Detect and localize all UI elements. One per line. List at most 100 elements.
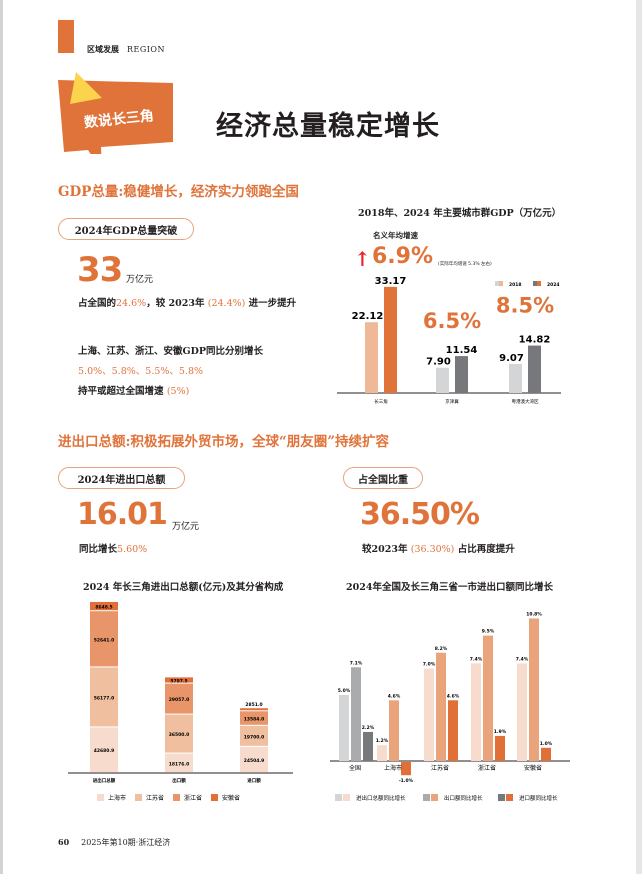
legend-swatch	[211, 794, 218, 801]
value-label: 10.8%	[526, 611, 542, 617]
bar-进口额同比增长	[495, 735, 505, 761]
category-label: 上海市	[384, 764, 402, 772]
page-number: 60	[58, 837, 70, 847]
section-marker	[58, 20, 74, 53]
value-label: 2.2%	[362, 725, 375, 731]
gdp-heading: GDP总量:稳健增长，经济实力领跑全国	[58, 184, 299, 200]
bar-2024	[528, 345, 541, 393]
gdp-growth-values: 5.0%、5.8%、5.5%、5.8%	[78, 366, 204, 377]
legend-swatch	[506, 794, 513, 801]
value-label: 9.5%	[482, 629, 495, 635]
legend-label: 浙江省	[184, 794, 202, 802]
section-en: REGION	[127, 45, 165, 54]
value-label: 29057.0	[169, 697, 190, 703]
up-arrow-icon: ↑	[354, 247, 371, 271]
trade-total-pill: 2024年进出口总额	[58, 467, 185, 489]
trade-composition-chart: 42680.9 56177.0 52641.0 8648.5 进出口总额 18176.0 3…	[68, 601, 293, 802]
category-label: 进口额	[247, 777, 261, 784]
bar-进口额同比增长	[541, 747, 551, 761]
trade-total-value: 16.01	[77, 497, 168, 532]
stack-浙江省	[240, 711, 268, 725]
growth-label: 6.5%	[423, 309, 481, 333]
bar-进出口总额同比增长	[517, 663, 527, 761]
legend-swatch	[498, 794, 505, 801]
trade-total-unit: 万亿元	[172, 522, 200, 532]
legend-swatch	[533, 281, 537, 286]
chart1-annotation-value: 6.9%	[372, 244, 434, 269]
legend-label: 2024	[547, 282, 560, 288]
bar-出口额同比增长	[389, 700, 399, 761]
legend-swatch	[499, 281, 503, 286]
value-label: -1.0%	[399, 778, 414, 784]
stack-上海市	[165, 753, 193, 772]
value-label: 19700.0	[244, 734, 265, 740]
legend-label: 江苏省	[146, 794, 164, 802]
bar-出口额同比增长	[436, 652, 446, 761]
value-label: 4.6%	[447, 693, 460, 699]
gdp-share-text: 占全国的24.6%，较 2023年 (24.4%) 进一步提升	[78, 298, 297, 309]
bar-2018	[365, 322, 378, 393]
category-label: 进出口总额	[93, 777, 116, 784]
page-border-left	[0, 0, 3, 874]
value-label: 7.1%	[350, 660, 363, 666]
value-label: 33.17	[375, 276, 407, 287]
legend-label: 出口额同比增长	[444, 794, 483, 802]
stack-上海市	[90, 727, 118, 772]
stack-安徽省	[90, 601, 118, 611]
section-label: 区域发展 REGION	[87, 44, 165, 55]
stack-安徽省	[240, 708, 268, 711]
value-label: 42680.9	[94, 748, 115, 754]
page-border-right	[636, 0, 642, 874]
gdp-pill: 2024年GDP总量突破	[58, 218, 194, 240]
bar-进口额同比增长	[363, 731, 373, 761]
category-label: 江苏省	[431, 764, 449, 772]
bar-进出口总额同比增长	[424, 668, 434, 761]
value-label: 14.82	[519, 335, 551, 346]
badge-banner: 数说长三角	[58, 72, 173, 154]
value-label: 7.0%	[423, 662, 436, 668]
category-label: 全国	[349, 764, 361, 772]
growth-label: 8.5%	[496, 294, 554, 318]
stack-江苏省	[165, 714, 193, 753]
value-label: 52641.0	[94, 637, 115, 643]
trade-growth-chart: 5.0% 7.1% 2.2% 全国 1.2% 4.6% -1.0% 上海市 7.0% 8.2% 4.…	[330, 611, 570, 802]
value-label: 18176.0	[169, 761, 190, 767]
value-label: 7.4%	[516, 656, 529, 662]
legend-swatch	[495, 281, 499, 286]
value-label: 5797.5	[170, 678, 187, 684]
page-title: 经济总量稳定增长	[216, 111, 440, 142]
legend-swatch	[343, 794, 350, 801]
value-label: 8.2%	[435, 646, 448, 652]
value-label: 1.0%	[540, 741, 553, 747]
legend-label: 2018	[509, 282, 522, 288]
gdp-unit: 万亿元	[126, 275, 154, 285]
bar-进出口总额同比增长	[339, 695, 349, 761]
trade-share-text: 较2023年 (36.30%) 占比再度提升	[362, 544, 515, 555]
legend-label: 进口额同比增长	[519, 794, 558, 802]
value-label: 2851.0	[245, 702, 262, 708]
value-label: 5.0%	[338, 688, 351, 694]
value-label: 24504.9	[244, 758, 265, 764]
category-label: 浙江省	[478, 764, 496, 772]
bar-出口额同比增长	[483, 635, 493, 761]
chart3-title: 2024年全国及长三角三省一市进出口额同比增长	[346, 582, 553, 593]
value-label: 22.12	[352, 311, 384, 322]
chart1-annotation-note: (实际年均增速 5.3% 左右)	[438, 262, 492, 267]
value-label: 56177.0	[94, 695, 115, 701]
trade-heading: 进出口总额:积极拓展外贸市场，全球“朋友圈”持续扩容	[58, 434, 390, 450]
legend-swatch	[335, 794, 342, 801]
gdp-value: 33	[77, 250, 123, 290]
category-label: 粤港澳大湾区	[512, 398, 539, 405]
bar-进口额同比增长	[448, 700, 458, 761]
yellow-triangle	[70, 72, 102, 104]
category-label: 出口额	[172, 777, 186, 784]
chart1-annotation-label: 名义年均增速	[373, 231, 418, 240]
value-label: 13584.0	[244, 717, 265, 723]
stack-浙江省	[90, 611, 118, 667]
section-cn: 区域发展	[87, 44, 119, 54]
legend-swatch	[537, 281, 541, 286]
value-label: 7.4%	[470, 656, 483, 662]
stack-江苏省	[240, 725, 268, 746]
bar-2024	[455, 356, 468, 393]
